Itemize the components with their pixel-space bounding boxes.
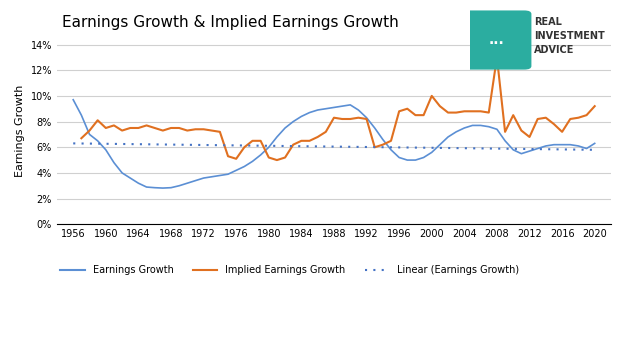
Earnings Growth xyxy=(200,176,207,180)
Line: Implied Earnings Growth: Implied Earnings Growth xyxy=(81,57,595,160)
Earnings Growth xyxy=(526,149,533,153)
Implied Earnings Growth xyxy=(420,113,428,117)
Earnings Growth xyxy=(575,144,582,148)
Earnings Growth xyxy=(232,168,240,173)
Earnings Growth xyxy=(159,186,167,190)
Earnings Growth xyxy=(297,114,305,119)
Y-axis label: Earnings Growth: Earnings Growth xyxy=(15,85,25,177)
Text: Earnings Growth & Implied Earnings Growth: Earnings Growth & Implied Earnings Growt… xyxy=(63,15,399,30)
Implied Earnings Growth xyxy=(143,123,150,127)
Text: REAL: REAL xyxy=(535,17,562,27)
Implied Earnings Growth xyxy=(591,104,598,108)
Implied Earnings Growth xyxy=(338,117,346,121)
Earnings Growth xyxy=(591,141,598,145)
Line: Earnings Growth: Earnings Growth xyxy=(73,100,595,188)
FancyBboxPatch shape xyxy=(462,10,531,70)
Implied Earnings Growth xyxy=(371,145,379,149)
Implied Earnings Growth xyxy=(273,158,280,162)
Earnings Growth xyxy=(347,103,354,107)
Implied Earnings Growth xyxy=(297,139,305,143)
Implied Earnings Growth xyxy=(78,136,85,140)
Implied Earnings Growth xyxy=(412,113,419,117)
Text: ...: ... xyxy=(489,33,505,47)
Text: INVESTMENT: INVESTMENT xyxy=(535,31,605,41)
Text: ADVICE: ADVICE xyxy=(535,45,575,55)
Legend: Earnings Growth, Implied Earnings Growth, Linear (Earnings Growth): Earnings Growth, Implied Earnings Growth… xyxy=(56,261,523,279)
Earnings Growth xyxy=(69,98,77,102)
Implied Earnings Growth xyxy=(493,55,501,60)
